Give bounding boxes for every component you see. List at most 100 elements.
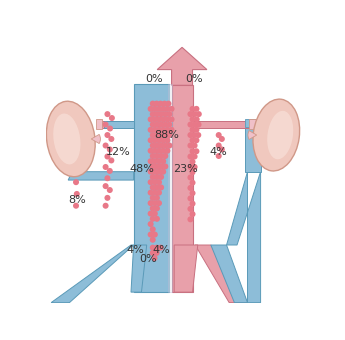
Circle shape: [162, 122, 168, 128]
Circle shape: [187, 164, 194, 170]
Text: 4%: 4%: [126, 245, 144, 255]
Circle shape: [189, 180, 196, 186]
Circle shape: [219, 147, 225, 152]
Ellipse shape: [267, 111, 293, 159]
Circle shape: [148, 148, 154, 154]
Circle shape: [150, 216, 156, 222]
Circle shape: [191, 111, 198, 117]
Circle shape: [164, 137, 170, 143]
Circle shape: [167, 142, 172, 149]
Circle shape: [152, 210, 158, 217]
Ellipse shape: [253, 99, 300, 171]
Polygon shape: [51, 245, 134, 303]
Circle shape: [148, 137, 154, 143]
Circle shape: [189, 148, 196, 154]
Circle shape: [105, 195, 110, 201]
Circle shape: [160, 106, 166, 112]
Circle shape: [152, 116, 158, 122]
Wedge shape: [91, 134, 100, 143]
Circle shape: [102, 164, 109, 170]
Circle shape: [162, 142, 168, 149]
Circle shape: [216, 132, 222, 138]
Polygon shape: [227, 172, 260, 303]
Circle shape: [152, 106, 158, 112]
Circle shape: [158, 142, 164, 149]
Polygon shape: [104, 121, 134, 128]
Ellipse shape: [46, 101, 95, 177]
Circle shape: [154, 184, 160, 190]
Circle shape: [152, 232, 158, 238]
Text: 4%: 4%: [210, 147, 228, 157]
Circle shape: [162, 164, 168, 169]
Circle shape: [191, 122, 198, 128]
Circle shape: [152, 169, 158, 175]
Circle shape: [189, 106, 196, 112]
Circle shape: [102, 183, 109, 189]
Circle shape: [195, 132, 201, 138]
Circle shape: [152, 190, 158, 196]
Circle shape: [107, 168, 113, 174]
Circle shape: [108, 157, 115, 164]
Circle shape: [105, 111, 110, 117]
Text: 8%: 8%: [68, 195, 86, 205]
Circle shape: [191, 153, 198, 159]
Circle shape: [156, 190, 162, 196]
Circle shape: [150, 174, 156, 180]
Circle shape: [154, 164, 160, 169]
Circle shape: [160, 137, 166, 143]
Circle shape: [160, 116, 166, 122]
Circle shape: [156, 137, 162, 143]
Text: 88%: 88%: [154, 130, 179, 140]
Circle shape: [156, 200, 162, 206]
Circle shape: [164, 127, 170, 133]
Circle shape: [187, 216, 194, 222]
Circle shape: [150, 142, 156, 149]
Circle shape: [187, 111, 194, 117]
Polygon shape: [174, 245, 198, 292]
Circle shape: [154, 101, 160, 107]
Circle shape: [109, 115, 115, 121]
Circle shape: [216, 153, 222, 159]
Circle shape: [158, 184, 164, 190]
Circle shape: [194, 116, 200, 122]
Circle shape: [196, 122, 201, 128]
Circle shape: [105, 153, 110, 159]
Circle shape: [169, 127, 175, 133]
Circle shape: [148, 210, 154, 217]
Circle shape: [191, 132, 198, 138]
Circle shape: [73, 203, 79, 209]
Circle shape: [164, 116, 170, 122]
Polygon shape: [195, 245, 247, 303]
Polygon shape: [168, 84, 172, 292]
Circle shape: [158, 174, 164, 180]
Circle shape: [156, 116, 162, 122]
Circle shape: [169, 106, 175, 112]
Circle shape: [107, 125, 113, 132]
Circle shape: [167, 122, 172, 128]
Text: 4%: 4%: [152, 245, 170, 255]
Circle shape: [150, 195, 156, 201]
Text: 0%: 0%: [139, 254, 157, 264]
Circle shape: [156, 169, 162, 175]
Circle shape: [150, 153, 156, 159]
Polygon shape: [134, 84, 169, 292]
Circle shape: [154, 174, 160, 180]
Circle shape: [160, 127, 166, 133]
Circle shape: [194, 148, 199, 154]
Circle shape: [189, 201, 196, 207]
Circle shape: [158, 122, 164, 128]
Circle shape: [160, 148, 166, 154]
Circle shape: [151, 255, 158, 261]
Circle shape: [148, 232, 154, 238]
Circle shape: [150, 184, 156, 190]
Circle shape: [73, 179, 79, 185]
Circle shape: [154, 142, 160, 149]
Circle shape: [187, 174, 194, 181]
Circle shape: [152, 158, 158, 164]
Circle shape: [152, 127, 158, 133]
Circle shape: [102, 203, 109, 209]
Circle shape: [74, 191, 80, 197]
Circle shape: [152, 179, 158, 185]
Circle shape: [156, 127, 162, 133]
Circle shape: [169, 116, 175, 122]
